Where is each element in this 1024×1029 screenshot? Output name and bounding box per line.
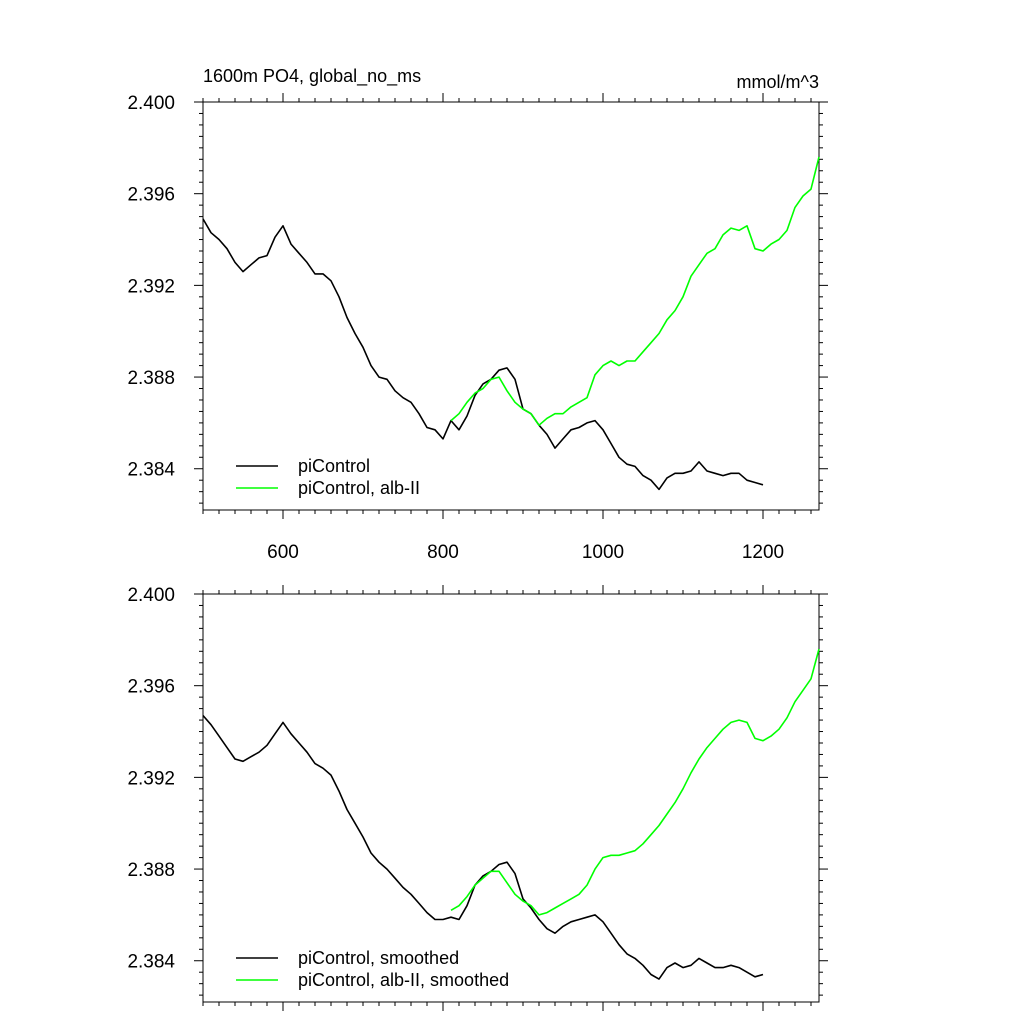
series-line-1 bbox=[202, 714, 764, 980]
y-tick-label: 2.392 bbox=[127, 276, 175, 297]
legend-label: piControl, alb-II, smoothed bbox=[298, 970, 509, 990]
y-tick-label: 2.388 bbox=[127, 860, 175, 881]
x-tick-label: 1200 bbox=[742, 542, 784, 563]
y-tick-label: 2.384 bbox=[127, 460, 175, 481]
series-line-1 bbox=[202, 218, 764, 491]
chart-panel-2: 2.384 2.388 2.392 2.396 2.400 piControl, smoo… bbox=[127, 585, 828, 1011]
legend-label: piControl, smoothed bbox=[298, 948, 459, 968]
series-line-2 bbox=[450, 648, 820, 916]
legend-label: piControl bbox=[298, 456, 370, 476]
x-tick-label: 800 bbox=[427, 542, 459, 563]
x-tick-label: 600 bbox=[267, 542, 299, 563]
y-tick-label: 2.400 bbox=[127, 585, 175, 606]
y-tick-label: 2.396 bbox=[127, 185, 175, 206]
y-tick-label: 2.392 bbox=[127, 768, 175, 789]
chart-units: mmol/m^3 bbox=[737, 72, 819, 92]
plot-frame bbox=[202, 101, 820, 511]
series-line-2 bbox=[450, 156, 820, 427]
chart-panel-1: 2.384 2.388 2.392 2.396 2.400 600 800 1000 1200 p… bbox=[127, 93, 828, 563]
x-tick-label: 1000 bbox=[582, 542, 624, 563]
legend-label: piControl, alb-II bbox=[298, 478, 420, 498]
y-tick-label: 2.388 bbox=[127, 368, 175, 389]
plot-frame bbox=[202, 593, 820, 1003]
chart-title: 1600m PO4, global_no_ms bbox=[203, 66, 421, 87]
y-tick-label: 2.400 bbox=[127, 93, 175, 114]
y-tick-label: 2.384 bbox=[127, 952, 175, 973]
y-tick-label: 2.396 bbox=[127, 677, 175, 698]
